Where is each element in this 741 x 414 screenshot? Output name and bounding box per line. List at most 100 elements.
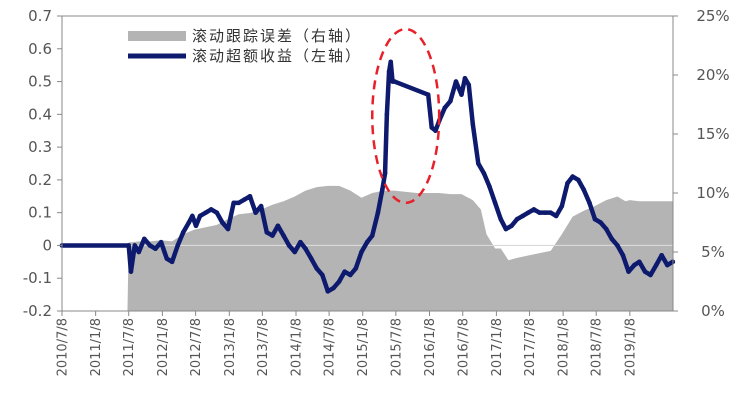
- right-axis-tick-label: 10%: [696, 184, 729, 202]
- excess-return-point: [475, 161, 481, 166]
- excess-return-point: [388, 59, 394, 65]
- excess-return-point: [359, 249, 364, 255]
- excess-return-point: [153, 246, 158, 252]
- excess-return-point: [225, 226, 231, 232]
- annotation-layer: [371, 27, 441, 205]
- left-axis-tick-label: 0.5: [28, 73, 52, 91]
- legend: 滚动跟踪误差（右轴） 滚动超额收益（左轴）: [128, 27, 362, 65]
- excess-return-point: [126, 243, 132, 248]
- excess-return-point: [147, 243, 153, 248]
- excess-return-point: [325, 289, 331, 294]
- excess-return-point: [214, 210, 220, 215]
- excess-return-point: [448, 98, 453, 104]
- excess-return-point: [514, 216, 520, 222]
- left-axis-tick-label: -0.2: [23, 302, 52, 320]
- excess-return-point: [609, 236, 615, 242]
- excess-return-point: [292, 249, 298, 255]
- excess-return-point: [203, 210, 208, 215]
- excess-return-point: [553, 213, 559, 219]
- excess-return-point: [453, 79, 459, 84]
- excess-return-point: [298, 239, 303, 245]
- excess-return-point: [275, 223, 281, 229]
- excess-return-point: [598, 220, 603, 225]
- excess-return-point: [581, 187, 587, 193]
- x-axis-tick-label: 2013/1/8: [223, 318, 238, 376]
- excess-return-point: [525, 210, 531, 215]
- excess-return-point: [253, 210, 258, 215]
- excess-return-point: [498, 216, 504, 222]
- excess-return-point: [382, 171, 388, 176]
- excess-return-point: [559, 203, 565, 209]
- left-axis-tick-label: -0.1: [23, 269, 52, 287]
- excess-return-point: [336, 279, 342, 284]
- right-axis-tick-label: 15%: [696, 125, 729, 143]
- legend-label-excess-return: 滚动超额收益（左轴）: [192, 47, 362, 65]
- x-axis-tick-label: 2018/1/8: [557, 318, 572, 376]
- excess-return-point: [303, 246, 308, 252]
- excess-return-point: [308, 256, 314, 261]
- excess-return-point: [132, 243, 138, 248]
- left-axis-tick-label: 0.4: [28, 105, 52, 123]
- x-axis-tick-label: 2011/1/8: [89, 318, 104, 376]
- excess-return-point: [570, 174, 575, 179]
- excess-return-point: [380, 187, 385, 193]
- x-axis-tick-label: 2010/7/8: [56, 318, 71, 376]
- excess-return-point: [286, 243, 292, 248]
- excess-return-point: [193, 223, 199, 229]
- right-axis-tick-label: 25%: [696, 7, 729, 25]
- legend-swatch-tracking-error: [128, 31, 186, 41]
- x-axis-tick-label: 2011/7/8: [122, 318, 137, 376]
- x-axis-tick-label: 2018/7/8: [590, 318, 605, 376]
- excess-return-point: [392, 79, 397, 84]
- left-axis-tick-label: 0: [42, 236, 52, 254]
- excess-return-point: [462, 75, 468, 81]
- excess-return-point: [158, 239, 164, 245]
- excess-return-line-layer: [59, 59, 676, 294]
- excess-return-point: [128, 269, 134, 274]
- excess-return-point: [587, 200, 592, 206]
- excess-return-point: [164, 256, 170, 261]
- excess-return-point: [314, 266, 319, 271]
- left-axis-tick-label: 0.2: [28, 171, 52, 189]
- excess-return-point: [631, 262, 637, 268]
- x-axis-tick-label: 2014/7/8: [323, 318, 338, 376]
- right-axis-tick-label: 0%: [701, 302, 725, 320]
- excess-return-point: [642, 269, 648, 274]
- excess-return-point: [348, 272, 353, 278]
- excess-return-point: [264, 230, 270, 235]
- excess-return-point: [615, 243, 620, 248]
- x-axis-tick-label: 2012/7/8: [189, 318, 204, 376]
- x-axis-tick-label: 2017/1/8: [490, 318, 505, 376]
- legend-label-tracking-error: 滚动跟踪误差（右轴）: [192, 27, 362, 45]
- excess-return-point: [384, 112, 390, 117]
- excess-return-point: [429, 125, 434, 130]
- excess-return-point: [648, 272, 653, 278]
- excess-return-point: [565, 180, 570, 186]
- excess-return-point: [136, 249, 142, 255]
- axis-layer: 0.7 0.6 0.5 0.4 0.3 0.2 0.1 0 -0.1 -0.2 25% 20% 15% 1…: [23, 7, 730, 376]
- excess-return-point: [375, 210, 381, 215]
- excess-return-point: [186, 220, 192, 225]
- right-axis-tick-label: 20%: [696, 66, 729, 84]
- excess-return-point: [442, 105, 448, 111]
- x-axis-tick-label: 2016/7/8: [456, 318, 471, 376]
- excess-return-point: [459, 92, 464, 97]
- excess-return-point: [197, 213, 203, 219]
- excess-return-point: [487, 184, 492, 189]
- x-axis-tick-label: 2015/7/8: [389, 318, 404, 376]
- excess-return-point: [320, 272, 325, 278]
- x-axis-tick-label: 2016/1/8: [423, 318, 438, 376]
- left-axis-tick-label: 0.6: [28, 40, 52, 58]
- x-axis-tick-label: 2017/7/8: [523, 318, 538, 376]
- excess-return-point: [503, 226, 509, 232]
- excess-return-point: [386, 69, 392, 75]
- excess-return-point: [353, 266, 359, 271]
- excess-return-point: [665, 262, 670, 268]
- excess-return-point: [220, 220, 225, 225]
- left-axis-tick-label: 0.7: [28, 7, 52, 25]
- excess-return-point: [270, 233, 275, 238]
- excess-return-point: [169, 259, 175, 265]
- excess-return-point: [180, 230, 186, 235]
- excess-return-point: [231, 200, 236, 206]
- excess-return-point: [659, 252, 664, 258]
